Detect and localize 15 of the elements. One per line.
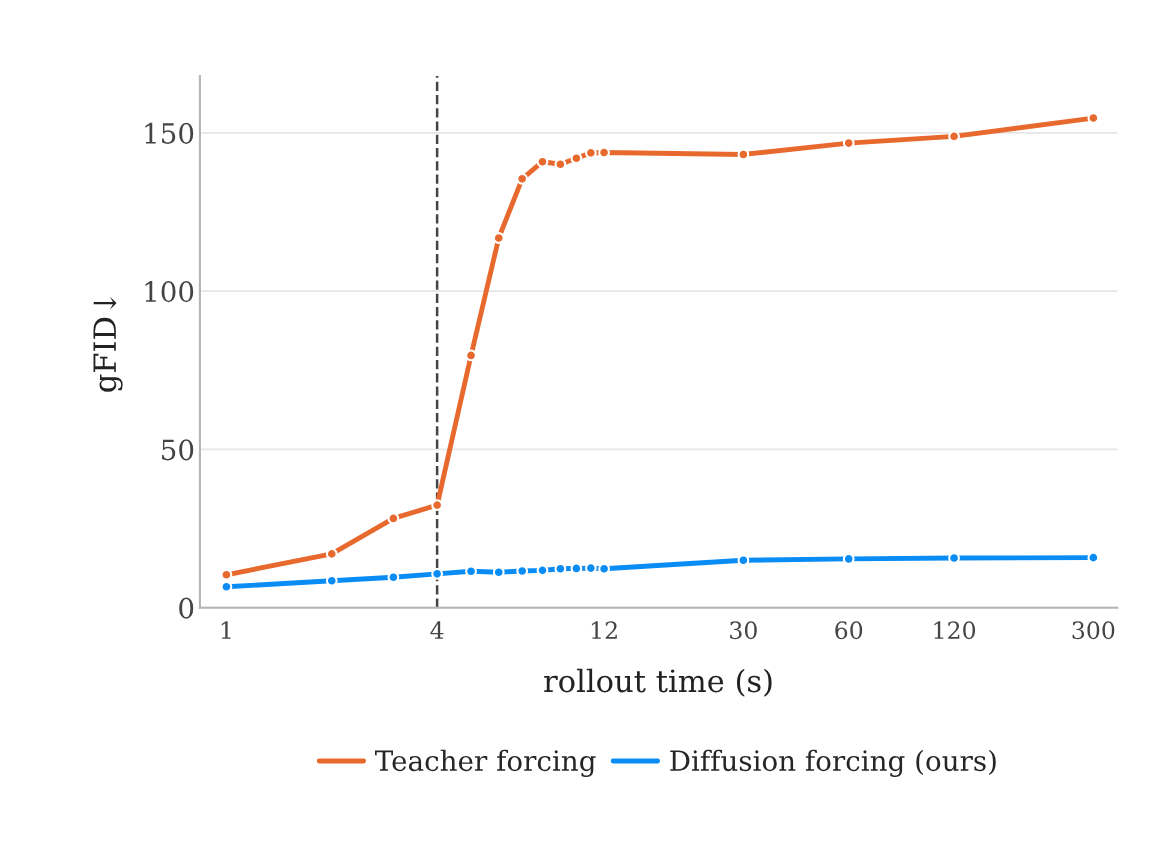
x-tick-label: 12 <box>591 621 617 639</box>
x-tick-label: 120 <box>934 621 976 640</box>
y-tick-label: 0 <box>179 597 194 619</box>
y-tick-label: 150 <box>145 122 194 144</box>
legend-label: Diffusion forcing (ours) <box>670 749 996 777</box>
legend-label: Teacher forcing <box>375 749 596 777</box>
x-tick-label: 60 <box>835 621 863 640</box>
y-axis-title: gFID↓ <box>93 296 123 392</box>
x-tick-label: 30 <box>730 621 757 640</box>
y-tick-label: 50 <box>162 439 194 461</box>
x-axis-title: rollout time (s) <box>544 668 772 697</box>
y-tick-label: 100 <box>145 281 194 303</box>
x-tick-label: 1 <box>221 621 231 639</box>
x-tick-label: 300 <box>1072 621 1115 640</box>
x-tick-label: 4 <box>430 621 444 639</box>
